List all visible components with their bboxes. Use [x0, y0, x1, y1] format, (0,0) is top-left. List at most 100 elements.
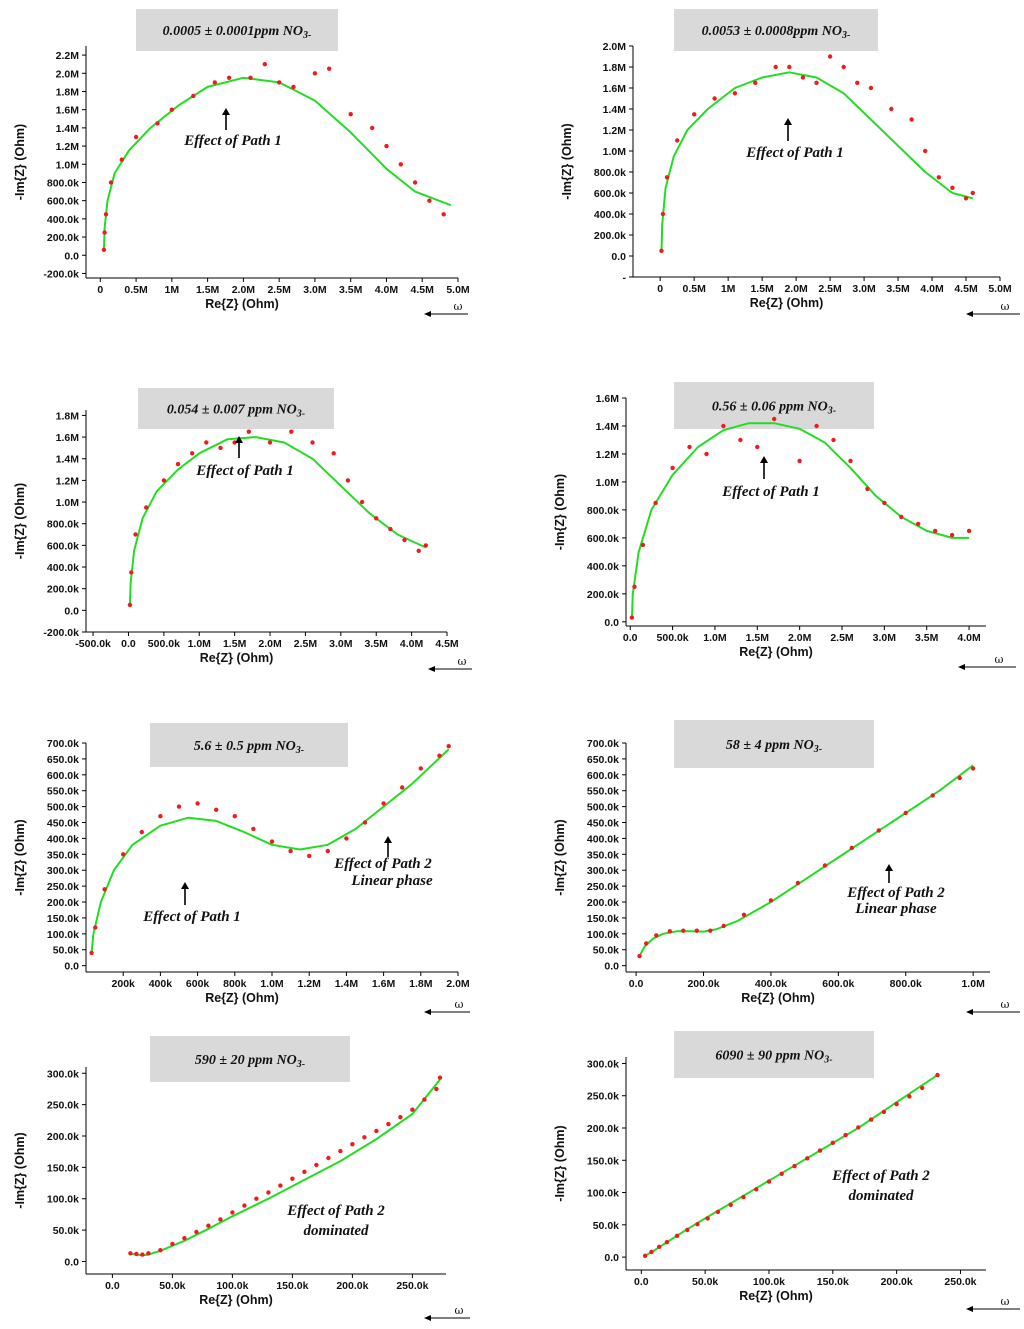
concentration-label: 6090 ± 90 ppm NO3- — [715, 1049, 832, 1066]
fit-line — [90, 748, 450, 953]
y-tick-label: 600.0k — [587, 533, 619, 545]
data-point — [935, 1072, 940, 1078]
annotation-text: Effect of Path 2 — [333, 856, 432, 872]
x-tick-label: 100.0k — [216, 1280, 248, 1292]
data-point — [728, 1202, 733, 1208]
x-tick-label: 2.0M — [258, 638, 282, 650]
y-tick-label: 350.0k — [47, 849, 79, 861]
x-tick-label: 50.0k — [159, 1280, 185, 1292]
x-tick-label: 3.0M — [329, 638, 353, 650]
y-tick-label: 150.0k — [587, 913, 619, 925]
data-point — [242, 1203, 247, 1208]
data-point — [664, 175, 670, 180]
y-tick-label: 100.0k — [587, 929, 619, 941]
concentration-label-box — [150, 1036, 350, 1082]
annotation-text: Effect of Path 2 — [846, 885, 945, 901]
data-point — [629, 615, 635, 620]
data-point — [140, 1252, 145, 1257]
y-tick-label: 50.0k — [53, 945, 79, 957]
data-point — [830, 1140, 835, 1146]
data-point — [133, 532, 138, 537]
y-tick-label: 200.0k — [594, 230, 626, 242]
x-tick-label: 2.0M — [232, 284, 256, 296]
data-point — [800, 75, 806, 80]
data-point — [705, 1216, 710, 1221]
data-point — [158, 814, 163, 819]
y-tick-label: 1.4M — [56, 454, 80, 466]
data-point — [289, 429, 294, 434]
data-point — [310, 440, 315, 445]
x-tick-label: 50.0k — [692, 1276, 718, 1288]
y-tick-label: 150.0k — [587, 1155, 619, 1167]
chart-panel-7: 590 ± 20 ppm NO3- 0.0 50.0k 100.0k 150.0k 200… — [13, 1036, 470, 1321]
y-tick-label: 400.0k — [47, 214, 79, 226]
data-point — [423, 543, 428, 548]
data-point — [822, 863, 828, 868]
data-point — [194, 1229, 199, 1235]
x-tick-label: 4.0M — [920, 283, 944, 295]
y-tick-label: 400.0k — [47, 562, 79, 574]
concentration-label-box — [138, 388, 334, 429]
x-tick-label: 1.8M — [409, 978, 433, 990]
data-point — [212, 80, 217, 85]
y-tick-label: 0.0 — [64, 1256, 79, 1268]
x-tick-label: 1.5M — [223, 638, 247, 650]
x-tick-label: 0 — [657, 283, 663, 295]
data-point — [950, 185, 955, 190]
y-tick-label: 0.0 — [64, 961, 79, 973]
x-tick-label: 0.0 — [121, 638, 136, 650]
data-point — [291, 84, 296, 90]
y-tick-label: 200.0k — [47, 584, 79, 596]
data-point — [437, 1075, 443, 1080]
data-point — [370, 125, 375, 131]
data-point — [681, 928, 686, 933]
data-point — [127, 602, 133, 608]
data-point — [909, 117, 914, 122]
x-tick-label: 100.0k — [753, 1276, 785, 1288]
data-point — [675, 138, 680, 143]
data-point — [121, 852, 126, 857]
y-axis-title: -Im{Z} (Ohm) — [13, 819, 27, 895]
data-point — [653, 500, 658, 506]
x-tick-label: 2.5M — [818, 283, 842, 295]
data-point — [642, 1253, 648, 1259]
omega-label: ω — [1001, 300, 1010, 313]
data-point — [267, 440, 273, 445]
x-tick-label: 800.0k — [890, 978, 922, 990]
data-point — [903, 810, 908, 816]
y-tick-label: 200.0k — [587, 897, 619, 909]
y-tick-label: 300.0k — [47, 1068, 79, 1080]
y-tick-label: 1.8M — [56, 86, 80, 98]
data-point — [278, 1183, 283, 1188]
x-tick-label: 4.5M — [954, 283, 978, 295]
annotation-text: Effect of Path 1 — [195, 463, 294, 479]
data-point — [441, 212, 446, 217]
annotation-text: Effect of Path 1 — [745, 145, 844, 161]
x-tick-label: 150.0k — [817, 1276, 849, 1288]
data-point — [949, 532, 955, 538]
data-point — [386, 1121, 391, 1127]
y-tick-label: 600.0k — [47, 540, 79, 552]
x-tick-label: 0.5M — [682, 283, 706, 295]
fit-line — [630, 422, 970, 620]
y-tick-label: 1.6M — [56, 105, 80, 117]
fit-line — [102, 76, 452, 251]
x-tick-label: 4.0M — [375, 284, 399, 296]
fit-line — [130, 1078, 441, 1257]
x-axis-title: Re{Z} (Ohm) — [739, 645, 813, 659]
omega-arrowhead-icon — [966, 1009, 973, 1015]
y-tick-label: 1.6M — [56, 432, 80, 444]
y-tick-label: 1.8M — [603, 62, 627, 74]
data-point — [155, 121, 160, 126]
fit-line — [638, 764, 974, 957]
y-axis-title: -Im{Z} (Ohm) — [13, 483, 27, 559]
y-tick-label: 200.0k — [587, 589, 619, 601]
arrowhead-icon — [222, 108, 230, 115]
y-tick-label: 400.0k — [587, 833, 619, 845]
data-point — [248, 75, 253, 81]
omega-label: ω — [455, 998, 464, 1011]
data-point — [128, 1251, 133, 1256]
x-tick-label: 1.5M — [196, 284, 220, 296]
data-point — [218, 445, 223, 451]
